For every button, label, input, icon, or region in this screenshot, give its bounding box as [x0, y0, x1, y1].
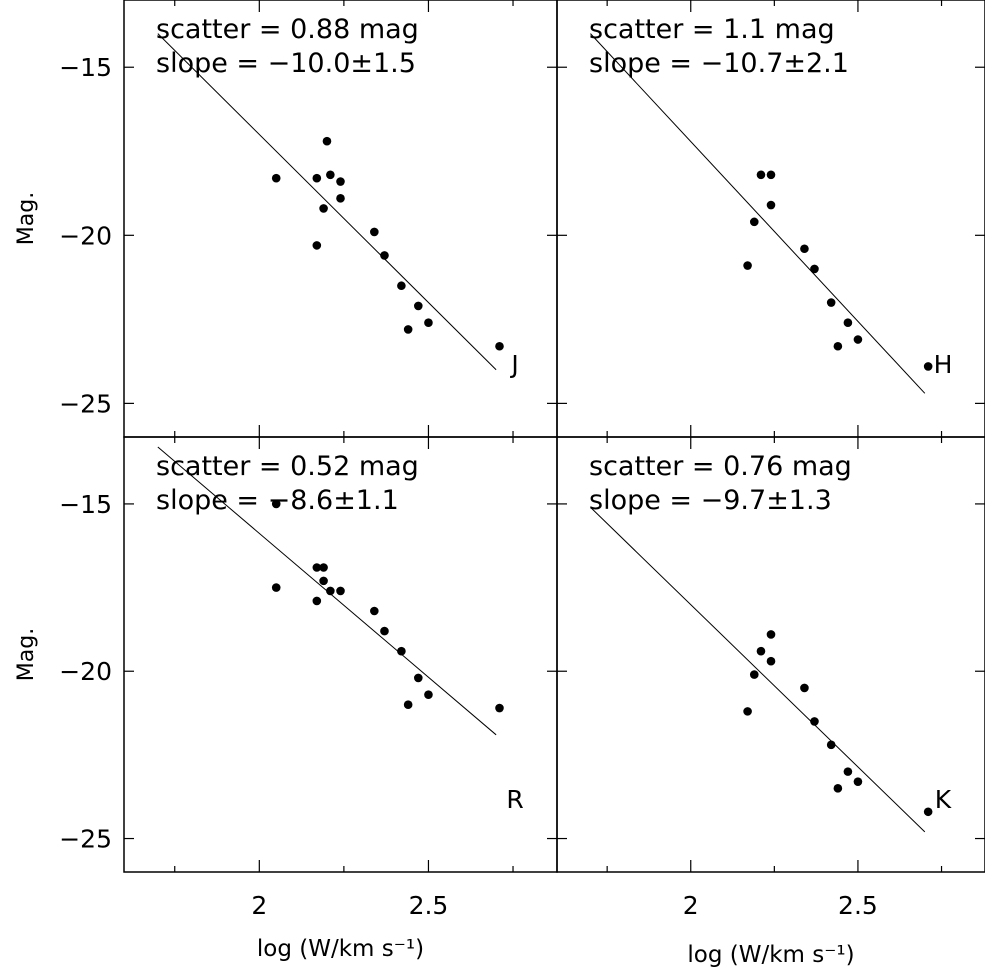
annotation-j-1: slope = −10.0±1.5: [156, 48, 416, 79]
xtick-label-k-0: 2: [683, 891, 699, 920]
point-j-7: [336, 177, 345, 186]
point-r-5: [319, 563, 328, 572]
fit-line-k: [590, 506, 926, 833]
annotation-k-0: scatter = 0.76 mag: [589, 451, 852, 482]
point-r-6: [326, 586, 335, 596]
point-k-1: [749, 670, 759, 679]
annotation-h-1: slope = −10.7±2.1: [589, 48, 849, 79]
annotation-k-1: slope = −9.7±1.3: [589, 485, 832, 516]
point-j-5: [326, 170, 335, 180]
band-label-h: H: [934, 350, 953, 379]
ylabel-j: Mag.: [14, 192, 39, 245]
point-r-3: [312, 563, 322, 572]
fit-line-h: [590, 33, 926, 394]
point-h-0: [743, 261, 752, 270]
point-j-13: [424, 318, 433, 328]
xlabel-r: log (W/km s⁻¹): [257, 936, 424, 962]
point-k-6: [810, 717, 819, 726]
point-r-10: [397, 646, 406, 656]
annotation-r-0: scatter = 0.52 mag: [156, 451, 419, 482]
fit-line-j: [157, 33, 497, 371]
point-r-8: [370, 606, 379, 616]
point-k-4: [766, 630, 776, 639]
point-h-1: [749, 217, 759, 227]
point-r-12: [414, 673, 423, 683]
annotation-j-0: scatter = 0.88 mag: [156, 14, 419, 45]
annotation-r-1: slope = −8.6±1.1: [156, 485, 399, 516]
point-k-7: [826, 740, 836, 750]
point-r-14: [495, 703, 504, 713]
point-h-2: [756, 170, 766, 180]
xtick-label-r-1: 2.5: [409, 891, 449, 920]
point-h-9: [843, 318, 853, 328]
point-j-9: [380, 251, 389, 260]
point-j-2: [312, 173, 322, 183]
point-r-2: [312, 596, 322, 606]
point-k-3: [766, 656, 776, 666]
point-r-1: [271, 499, 281, 509]
point-r-13: [424, 690, 433, 699]
band-label-r: R: [506, 785, 523, 814]
point-h-10: [853, 335, 863, 344]
annotation-h-0: scatter = 1.1 mag: [589, 14, 835, 45]
xtick-label-r-0: 2: [251, 891, 267, 920]
point-j-4: [322, 136, 332, 146]
ytick-label-j-2: −15: [59, 53, 112, 82]
point-h-5: [800, 244, 809, 254]
point-k-10: [853, 777, 863, 786]
point-j-8: [370, 227, 379, 237]
point-k-8: [833, 784, 843, 793]
point-h-7: [826, 298, 836, 307]
point-h-6: [810, 264, 819, 274]
point-h-11: [923, 362, 933, 371]
point-r-11: [403, 700, 413, 709]
ytick-label-r-1: −20: [59, 657, 112, 686]
point-j-11: [403, 325, 413, 334]
xlabel-k: log (W/km s⁻¹): [687, 942, 854, 968]
point-r-4: [319, 576, 328, 586]
point-k-9: [843, 767, 853, 776]
point-j-12: [414, 301, 423, 311]
ytick-label-j-0: −25: [59, 389, 112, 418]
point-r-9: [380, 626, 389, 636]
panel-frame-k: [556, 436, 985, 873]
ytick-label-j-1: −20: [59, 221, 112, 250]
band-label-k: K: [935, 785, 952, 814]
xtick-label-k-1: 2.5: [838, 891, 878, 920]
point-j-0: [271, 173, 281, 183]
ytick-label-r-0: −25: [59, 825, 112, 854]
point-j-1: [312, 241, 322, 250]
point-j-14: [495, 341, 504, 351]
point-h-4: [766, 200, 776, 210]
point-j-3: [319, 204, 328, 213]
point-j-10: [397, 281, 406, 291]
point-k-11: [923, 807, 933, 817]
point-j-6: [336, 194, 345, 203]
point-h-3: [766, 170, 776, 180]
point-k-2: [756, 646, 766, 656]
point-h-8: [833, 341, 843, 351]
point-k-0: [743, 707, 752, 716]
ylabel-r: Mag.: [14, 628, 39, 681]
point-r-0: [271, 583, 281, 592]
point-r-7: [336, 586, 345, 596]
band-label-j: J: [509, 350, 518, 379]
point-k-5: [800, 683, 809, 693]
ytick-label-r-2: −15: [59, 490, 112, 519]
